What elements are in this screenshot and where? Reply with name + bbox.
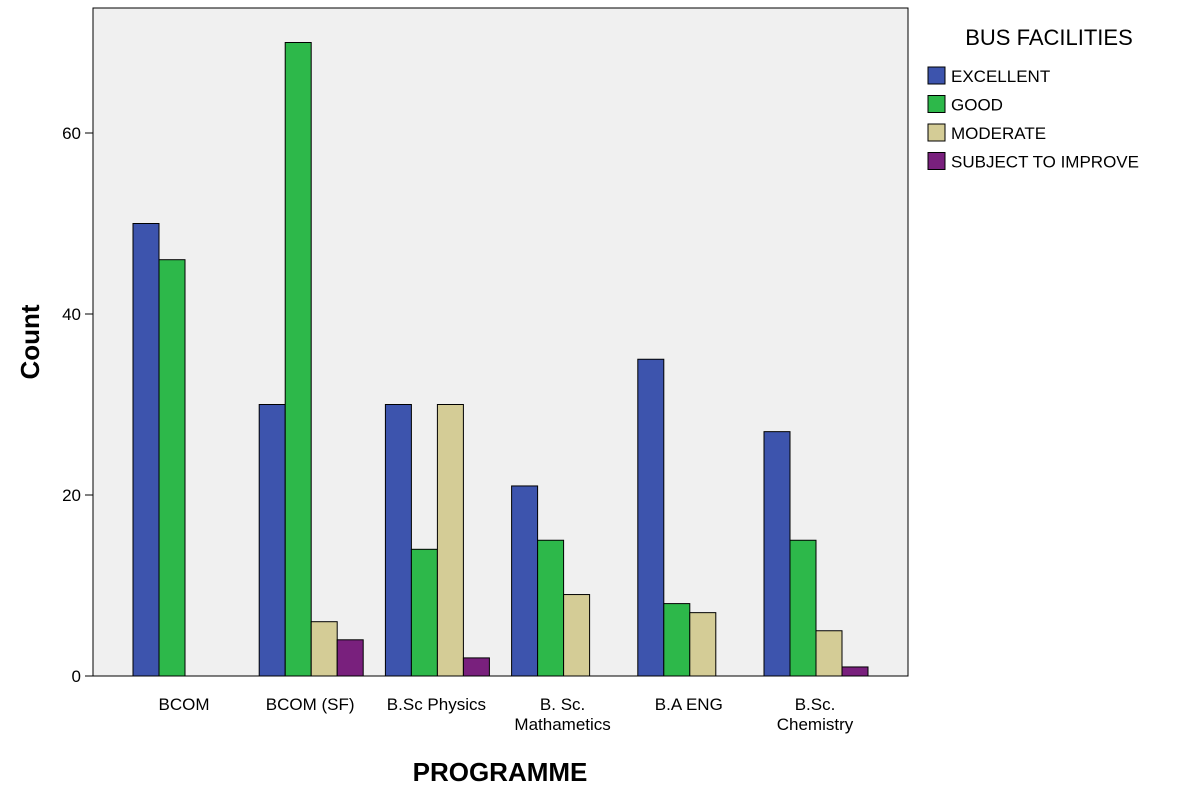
x-tick-label: B. Sc. Mathametics <box>514 695 610 734</box>
bar-moderate-3 <box>563 594 591 677</box>
legend-title: BUS FACILITIES <box>965 25 1133 50</box>
bar-moderate-2 <box>436 404 464 677</box>
bar-moderate-5 <box>815 630 843 677</box>
x-axis-title: PROGRAMME <box>413 757 588 787</box>
x-tick-label: BCOM <box>159 695 210 714</box>
bar-good-5 <box>789 539 817 677</box>
bar-subject-to-improve-2 <box>462 657 490 677</box>
bar-excellent-2 <box>384 404 412 677</box>
bar-good-2 <box>410 548 438 677</box>
bar-excellent-5 <box>763 431 791 677</box>
legend-label-good: GOOD <box>951 96 1003 115</box>
x-axis: BCOM BCOM (SF) B.Sc Physics B. Sc. Mathameti… <box>159 695 854 734</box>
bar-excellent-3 <box>511 485 539 677</box>
legend-label-excellent: EXCELLENT <box>951 67 1050 86</box>
y-axis-title: Count <box>15 304 45 379</box>
bar-moderate-1 <box>310 621 338 677</box>
x-tick-label: B.Sc. Chemistry <box>777 695 854 734</box>
bar-good-4 <box>663 603 691 677</box>
legend-label-moderate: MODERATE <box>951 124 1046 143</box>
legend-swatch-excellent <box>927 66 946 85</box>
y-tick-label: 60 <box>62 124 81 143</box>
bar-excellent-4 <box>637 358 665 677</box>
bar-excellent-1 <box>258 404 286 677</box>
legend-swatch-moderate <box>927 123 946 142</box>
legend-label-subject-to-improve: SUBJECT TO IMPROVE <box>951 153 1139 172</box>
legend-swatch-subject-to-improve <box>927 152 946 170</box>
bars-group <box>132 42 869 677</box>
bar-moderate-4 <box>689 612 717 677</box>
bar-good-0 <box>158 259 186 677</box>
y-tick-label: 20 <box>62 486 81 505</box>
y-axis: 0 20 40 60 <box>62 124 93 686</box>
legend-swatch-good <box>927 95 946 113</box>
y-tick-label: 40 <box>62 305 81 324</box>
y-tick-label: 0 <box>72 667 81 686</box>
legend: EXCELLENT GOOD MODERATE SUBJECT TO IMPROVE <box>927 66 1139 172</box>
bar-subject-to-improve-1 <box>336 639 364 677</box>
bar-excellent-0 <box>132 223 160 677</box>
x-tick-label: BCOM (SF) <box>266 695 355 714</box>
bar-good-1 <box>284 42 312 677</box>
x-tick-label: B.A ENG <box>655 695 723 714</box>
x-tick-label: B.Sc Physics <box>387 695 486 714</box>
bar-subject-to-improve-5 <box>841 666 869 677</box>
bar-good-3 <box>537 539 565 677</box>
